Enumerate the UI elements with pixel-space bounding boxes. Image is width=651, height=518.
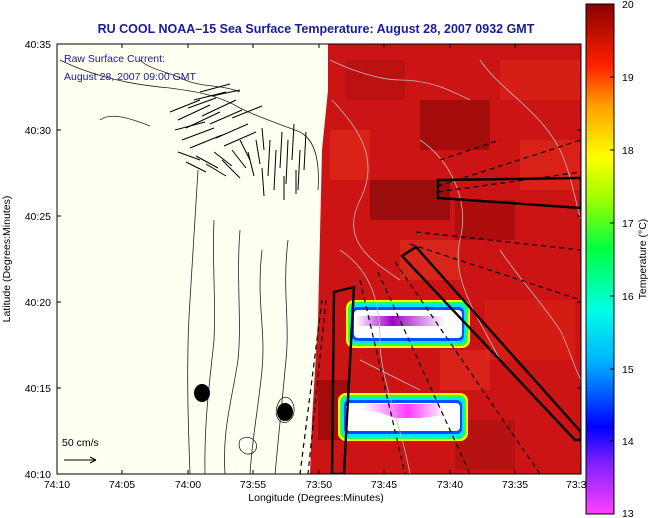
site-marker bbox=[277, 403, 293, 421]
y-tick-label: 40:35 bbox=[25, 39, 51, 51]
x-tick-label: 73:3 bbox=[566, 479, 587, 491]
site-marker bbox=[194, 384, 210, 402]
x-axis-label: Longitude (Degrees:Minutes) bbox=[248, 492, 383, 504]
colorbar-tick-label: 15 bbox=[622, 364, 634, 376]
y-tick-label: 40:30 bbox=[25, 125, 51, 137]
colorbar: 20 19 18 17 16 15 14 13 Temperature (°C) bbox=[586, 0, 649, 518]
y-tick-label: 40:10 bbox=[25, 469, 51, 481]
colorbar-tick-label: 17 bbox=[622, 218, 634, 230]
colorbar-tick-label: 20 bbox=[622, 0, 634, 11]
x-tick-label: 73:55 bbox=[240, 479, 266, 491]
x-tick-label: 74:00 bbox=[175, 479, 201, 491]
y-tick-label: 40:20 bbox=[25, 297, 51, 309]
colorbar-tick-label: 19 bbox=[622, 72, 634, 84]
colorbar-gradient bbox=[586, 4, 614, 514]
colorbar-label: Temperature (°C) bbox=[637, 219, 649, 300]
x-tick-label: 74:05 bbox=[109, 479, 135, 491]
overlay-line-2: August 28, 2007 09:00 GMT bbox=[64, 71, 197, 83]
y-tick-label: 40:15 bbox=[25, 383, 51, 395]
y-axis-label: Latitude (Degrees:Minutes) bbox=[1, 196, 13, 323]
x-tick-label: 73:40 bbox=[437, 479, 463, 491]
colorbar-tick-label: 16 bbox=[622, 291, 634, 303]
x-tick-label: 73:35 bbox=[502, 479, 528, 491]
plot-area: 50 cm/s Raw Surface Current: August 28, … bbox=[57, 44, 581, 474]
map-title: RU COOL NOAA–15 Sea Surface Temperature:… bbox=[98, 22, 535, 36]
y-tick-label: 40:25 bbox=[25, 211, 51, 223]
colorbar-tick-label: 14 bbox=[622, 436, 634, 448]
cold-patch-lower bbox=[338, 393, 468, 441]
sst-map-figure: RU COOL NOAA–15 Sea Surface Temperature:… bbox=[0, 0, 651, 518]
x-tick-label: 73:45 bbox=[371, 479, 397, 491]
overlay-line-1: Raw Surface Current: bbox=[64, 53, 165, 65]
colorbar-tick-label: 18 bbox=[622, 145, 634, 157]
x-tick-label: 73:50 bbox=[306, 479, 332, 491]
colorbar-tick-label: 13 bbox=[622, 508, 634, 518]
scale-label: 50 cm/s bbox=[62, 437, 99, 449]
